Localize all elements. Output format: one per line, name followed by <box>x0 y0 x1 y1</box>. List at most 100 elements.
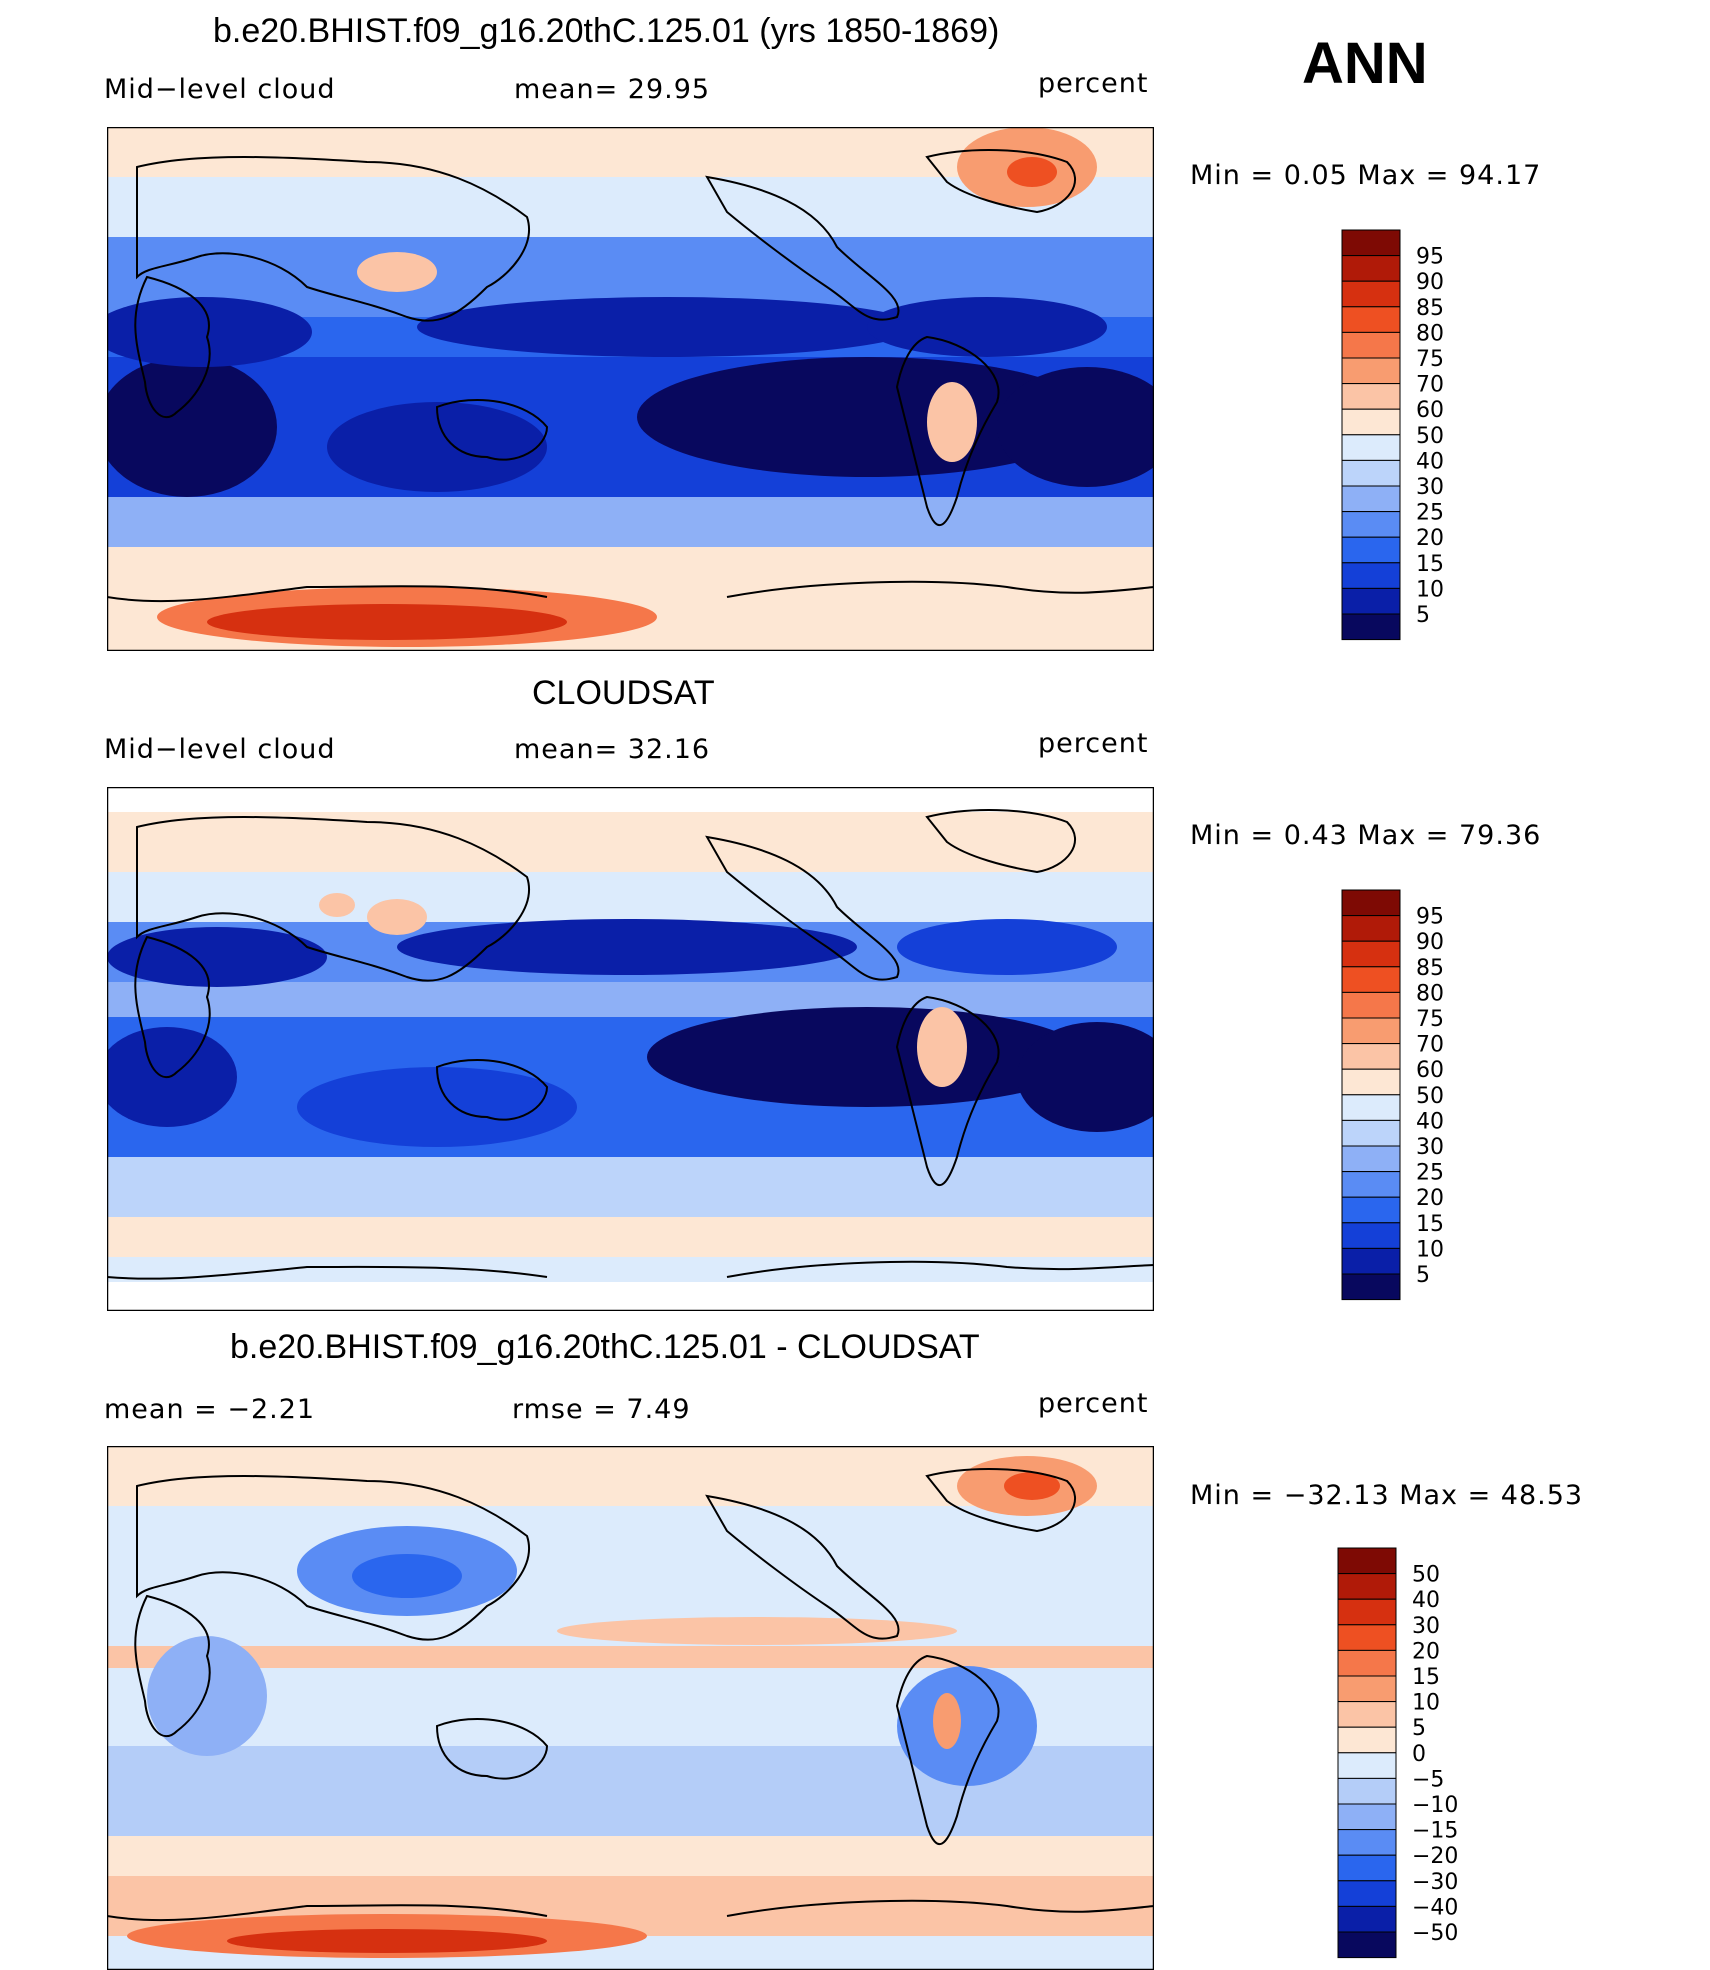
colorbar-swatch <box>1341 889 1401 917</box>
blob-s-atlantic-west <box>107 1027 237 1127</box>
blob-tibet <box>367 899 427 935</box>
colorbar-tick-label: 95 <box>1416 245 1444 270</box>
colorbar-swatch <box>1337 1880 1397 1907</box>
colorbar-swatch <box>1341 331 1401 359</box>
panel-diff-map <box>107 1446 1154 1970</box>
blob-africa-neg <box>147 1636 267 1756</box>
colorbar-swatch <box>1341 613 1401 641</box>
colorbar-tick-label: 30 <box>1412 1614 1440 1639</box>
colorbar-swatch <box>1337 1701 1397 1728</box>
colorbar-swatch <box>1337 1675 1397 1703</box>
band-n-midlat <box>107 1506 1154 1586</box>
colorbar-swatch <box>1337 1829 1397 1856</box>
blob-s-atlantic <box>1017 1022 1154 1132</box>
colorbar-swatch <box>1341 587 1401 615</box>
colorbar-tick-label: 10 <box>1412 1691 1440 1716</box>
panel-model-minmax: Min = 0.05 Max = 94.17 <box>1190 160 1542 191</box>
blob-s-atlantic-west <box>107 357 277 497</box>
colorbar-swatch <box>1341 1068 1401 1096</box>
blob-tibet <box>357 252 437 292</box>
colorbar-tick-label: 40 <box>1416 1109 1444 1134</box>
band-s-midlat <box>107 1157 1154 1217</box>
map-frame <box>107 787 1154 1311</box>
panel-obs-minmax: Min = 0.43 Max = 79.36 <box>1190 820 1542 851</box>
panel-diff-mean-label: mean = −2.21 <box>104 1394 316 1425</box>
band-s-midlat <box>107 1836 1154 1876</box>
colorbar-swatch <box>1341 255 1401 282</box>
colorbar-tick-label: 25 <box>1416 1161 1444 1186</box>
colorbar-swatch <box>1337 1726 1397 1754</box>
blob-se-pacific <box>637 357 1097 477</box>
panel-diff-rmse-label: rmse = 7.49 <box>512 1394 691 1425</box>
colorbar-tick-label: 10 <box>1416 1237 1444 1262</box>
colorbar-swatch <box>1341 1119 1401 1147</box>
panel-obs-mean-label: mean= 32.16 <box>514 734 711 765</box>
blob-asia-neg-core <box>352 1554 462 1598</box>
colorbar-swatch <box>1341 1222 1401 1249</box>
panel-model-variable-label: Mid−level cloud <box>104 74 336 105</box>
colorbar-swatch <box>1341 229 1401 257</box>
colorbar-tick-label: −20 <box>1412 1844 1458 1869</box>
colorbar-tick-label: 80 <box>1416 981 1444 1006</box>
panel-model-title: b.e20.BHIST.f09_g16.20thC.125.01 (yrs 18… <box>213 12 1000 50</box>
band-no-data-south <box>107 1282 1154 1311</box>
panel-obs-map <box>107 787 1154 1311</box>
colorbar-swatch <box>1337 1777 1397 1805</box>
colorbar-tick-label: 80 <box>1416 321 1444 346</box>
coastlines <box>107 1468 1154 1922</box>
colorbar-tick-label: 40 <box>1416 449 1444 474</box>
colorbar-tick-label: 75 <box>1416 1007 1444 1032</box>
colorbar-tick-label: −15 <box>1412 1819 1458 1844</box>
colorbar-tick-label: 20 <box>1416 526 1444 551</box>
blob-n-pacific <box>397 919 857 975</box>
blob-indian <box>327 402 547 492</box>
colorbar-swatch <box>1341 1171 1401 1198</box>
colorbar-swatch <box>1341 434 1401 461</box>
blob-s-atlantic <box>997 367 1154 487</box>
colorbar-swatch <box>1337 1931 1397 1959</box>
blob-pacific-pos <box>557 1617 957 1645</box>
colorbar-tick-label: 50 <box>1416 1084 1444 1109</box>
colorbar-swatch <box>1341 408 1401 436</box>
colorbar-swatch <box>1341 536 1401 564</box>
colorbar-swatch <box>1337 1752 1397 1779</box>
colorbar-swatch <box>1341 940 1401 968</box>
colorbar-tick-label: 0 <box>1412 1742 1426 1767</box>
colorbar-tick-label: −10 <box>1412 1793 1458 1818</box>
band-s-midlat <box>107 497 1154 547</box>
colorbar-swatch <box>1341 966 1401 993</box>
colorbar-tick-label: 30 <box>1416 475 1444 500</box>
band-itcz <box>107 982 1154 1017</box>
panel-diff-minmax: Min = −32.13 Max = 48.53 <box>1190 1480 1584 1511</box>
colorbar-swatch <box>1341 1247 1401 1275</box>
colorbar-tick-label: 85 <box>1416 956 1444 981</box>
colorbar-tick-label: 85 <box>1416 296 1444 321</box>
colorbar-swatch <box>1341 1043 1401 1070</box>
colorbar-swatch <box>1337 1854 1397 1882</box>
colorbar-tick-label: −30 <box>1412 1870 1458 1895</box>
colorbar-swatch <box>1337 1547 1397 1575</box>
colorbar-tick-label: 90 <box>1416 270 1444 295</box>
colorbar-tick-label: 50 <box>1416 424 1444 449</box>
colorbar-swatch <box>1337 1624 1397 1651</box>
colorbar-swatch <box>1337 1905 1397 1933</box>
colorbar-swatch <box>1341 1094 1401 1121</box>
colorbar-swatch <box>1341 511 1401 538</box>
blob-greenland-core <box>1004 1472 1060 1500</box>
colorbar-tick-label: 90 <box>1416 930 1444 955</box>
colorbar-tick-label: 75 <box>1416 347 1444 372</box>
blob-andes <box>917 1007 967 1087</box>
colorbar-swatch <box>1337 1803 1397 1831</box>
colorbar-tick-label: 15 <box>1412 1665 1440 1690</box>
colorbar-swatch <box>1341 1273 1401 1301</box>
colorbar-swatch <box>1337 1598 1397 1626</box>
band-no-data-north <box>107 787 1154 812</box>
panel-obs-units-label: percent <box>1038 728 1149 759</box>
colorbar-tick-label: −5 <box>1412 1767 1444 1792</box>
season-label: ANN <box>1302 31 1428 96</box>
blob-andes <box>927 382 977 462</box>
panel-diff-title: b.e20.BHIST.f09_g16.20thC.125.01 - CLOUD… <box>230 1328 980 1366</box>
blob-iran <box>319 893 355 917</box>
band-itcz-pos <box>107 1646 1154 1668</box>
